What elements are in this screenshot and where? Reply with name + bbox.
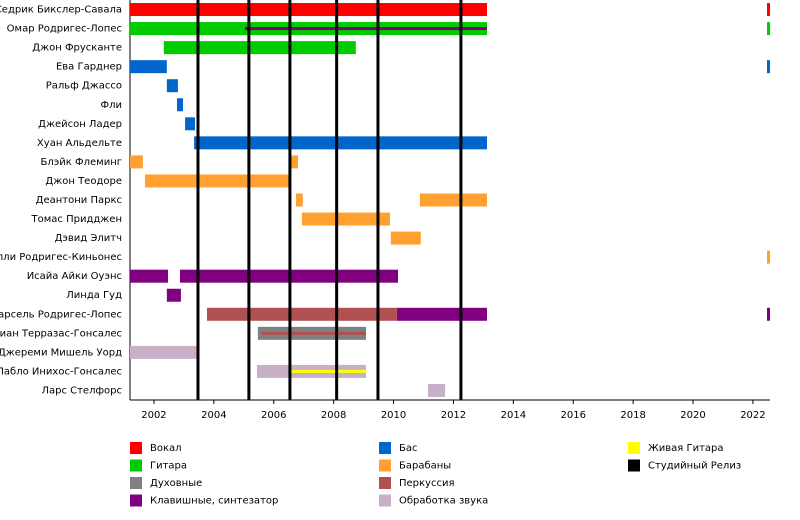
role-bar xyxy=(767,60,770,74)
x-tick-label: 2006 xyxy=(261,410,286,421)
row-label: Ева Гарднер xyxy=(56,62,122,73)
row-label: Деантони Паркс xyxy=(36,195,122,206)
role-bar xyxy=(166,288,181,302)
row-label: Джон Теодоре xyxy=(45,176,122,187)
role-bar xyxy=(427,383,446,397)
role-bar xyxy=(185,117,195,131)
row-label: Джон Фрусканте xyxy=(32,43,122,54)
role-bar xyxy=(390,231,421,245)
row-label: Омар Родригес-Лопес xyxy=(7,24,122,35)
x-tick-label: 2018 xyxy=(620,410,645,421)
secondary-role-bar xyxy=(245,27,487,31)
role-bar xyxy=(130,3,487,17)
legend-label: Духовные xyxy=(150,478,202,489)
legend-swatch xyxy=(379,494,391,507)
legend-label: Обработка звука xyxy=(399,496,488,507)
x-tick-label: 2002 xyxy=(141,410,166,421)
legend-label: Бас xyxy=(399,443,418,454)
role-bar xyxy=(289,155,299,169)
row-label: Исайа Айки Оуэнс xyxy=(27,271,122,282)
role-bar xyxy=(194,136,487,150)
legend-label: Живая Гитара xyxy=(648,443,724,454)
row-label: Томас Придджен xyxy=(31,214,122,225)
row-label: Уилли Родригес-Киньонес xyxy=(0,252,122,263)
role-bar xyxy=(295,193,303,207)
role-bar xyxy=(767,22,770,36)
x-tick-label: 2020 xyxy=(680,410,705,421)
role-bar xyxy=(130,345,198,359)
row-label: Джереми Мишель Уорд xyxy=(0,347,122,358)
legend-swatch xyxy=(130,494,142,507)
legend-label: Перкуссия xyxy=(399,478,455,489)
role-bar xyxy=(767,307,770,321)
role-bar xyxy=(419,193,487,207)
secondary-role-bar xyxy=(289,369,366,373)
role-bar xyxy=(130,269,169,283)
row-label: Дэвид Элитч xyxy=(55,233,122,244)
legend-swatch xyxy=(379,442,391,454)
row-label: Линда Гуд xyxy=(66,290,122,301)
legend-label: Гитара xyxy=(150,461,187,472)
legend-swatch xyxy=(628,442,640,454)
role-bar xyxy=(144,174,290,188)
role-bar xyxy=(301,212,390,226)
row-label: Пабло Инихос-Гонсалес xyxy=(0,366,122,377)
x-tick-label: 2022 xyxy=(740,410,765,421)
legend-label: Вокал xyxy=(150,443,182,454)
role-bar xyxy=(767,250,770,264)
x-tick-label: 2014 xyxy=(501,410,526,421)
x-tick-label: 2012 xyxy=(441,410,466,421)
role-bar xyxy=(130,60,167,74)
row-label: Адриан Терразас-Гонсалес xyxy=(0,328,122,339)
role-bar xyxy=(177,98,184,112)
x-tick-label: 2010 xyxy=(381,410,406,421)
role-bar xyxy=(767,3,770,17)
legend-label: Клавишные, синтезатор xyxy=(150,496,278,507)
x-tick-label: 2004 xyxy=(201,410,226,421)
role-bar xyxy=(206,307,397,321)
legend-label: Студийный Релиз xyxy=(648,461,741,472)
role-bar xyxy=(163,41,356,55)
legend-swatch xyxy=(379,477,391,489)
legend-swatch xyxy=(130,442,142,454)
row-label: Хуан Альдельте xyxy=(37,138,122,149)
row-label: Блэйк Флеминг xyxy=(41,157,122,168)
role-bar xyxy=(166,79,178,93)
row-label: Ларс Стелфорс xyxy=(41,385,122,396)
legend-label: Барабаны xyxy=(399,461,451,472)
legend-swatch xyxy=(379,459,391,472)
legend-swatch xyxy=(130,459,142,472)
role-bar xyxy=(130,155,143,169)
row-label: Фли xyxy=(101,100,123,111)
row-label: Марсель Родригес-Лопес xyxy=(0,309,122,320)
x-tick-label: 2016 xyxy=(561,410,586,421)
legend-swatch xyxy=(130,477,142,489)
row-label: Седрик Бикслер-Савала xyxy=(0,5,122,16)
secondary-role-bar xyxy=(261,331,366,335)
row-label: Ральф Джассо xyxy=(46,81,122,92)
row-label: Джейсон Ладер xyxy=(38,119,122,130)
x-tick-label: 2008 xyxy=(321,410,346,421)
role-bar xyxy=(396,307,487,321)
legend-swatch xyxy=(628,459,640,472)
